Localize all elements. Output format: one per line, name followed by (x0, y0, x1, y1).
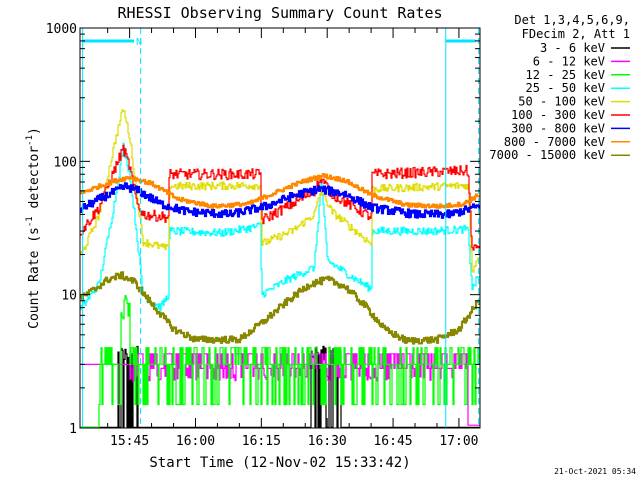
x-tick-label: 16:30 (308, 434, 347, 449)
x-tick-label: 17:00 (439, 434, 478, 449)
legend-label: 12 - 25 keV (526, 68, 605, 82)
series-12-25-kev-line (80, 295, 480, 428)
legend-label: 300 - 800 keV (511, 121, 605, 135)
series-layer (80, 109, 480, 428)
legend-label: 800 - 7000 keV (504, 135, 605, 149)
x-tick-label: 15:45 (110, 434, 149, 449)
legend-label: 50 - 100 keV (518, 95, 605, 109)
legend-label: 25 - 50 keV (526, 81, 605, 95)
y-tick-label: 1000 (46, 22, 77, 37)
series-300-800-kev-line (80, 182, 480, 219)
y-tick-label: 10 (61, 289, 77, 304)
y-axis-label: Count Rate (s-1 detector-1) (25, 127, 42, 329)
series-7000-15000-kev-line (80, 271, 480, 345)
plot-frame (79, 27, 481, 429)
legend-label: 100 - 300 keV (511, 108, 605, 122)
legend-label: 6 - 12 keV (533, 54, 605, 68)
timestamp-stamp: 21-Oct-2021 05:34 (554, 467, 636, 476)
time-markers: N (82, 28, 480, 428)
legend-header-line-1: Det 1,3,4,5,6,9, (514, 13, 630, 27)
axes: 1 10 100 1000 15:45 16:00 16:15 16:30 16:45 17:00 (46, 22, 480, 449)
legend-label: 3 - 6 keV (540, 41, 605, 55)
series-100-300-kev-line (80, 144, 480, 251)
x-tick-label: 16:00 (176, 434, 215, 449)
legend-header-line-2: FDecim 2, Att 1 (522, 27, 630, 41)
legend: Det 1,3,4,5,6,9, FDecim 2, Att 1 3 - 6 k… (489, 13, 630, 162)
chart-title: RHESSI Observing Summary Count Rates (117, 4, 442, 22)
x-axis-label: Start Time (12-Nov-02 15:33:42) (149, 455, 410, 471)
y-tick-label: 100 (54, 155, 77, 170)
x-tick-label: 16:45 (373, 434, 412, 449)
series-800-7000-kev-line (80, 173, 480, 209)
series-50-100-kev-line (80, 109, 480, 273)
legend-label: 7000 - 15000 keV (489, 148, 605, 162)
series-25-50-kev-line (80, 142, 480, 312)
night-marker-label: N (136, 37, 142, 48)
y-tick-label: 1 (69, 422, 77, 437)
x-tick-label: 16:15 (242, 434, 281, 449)
